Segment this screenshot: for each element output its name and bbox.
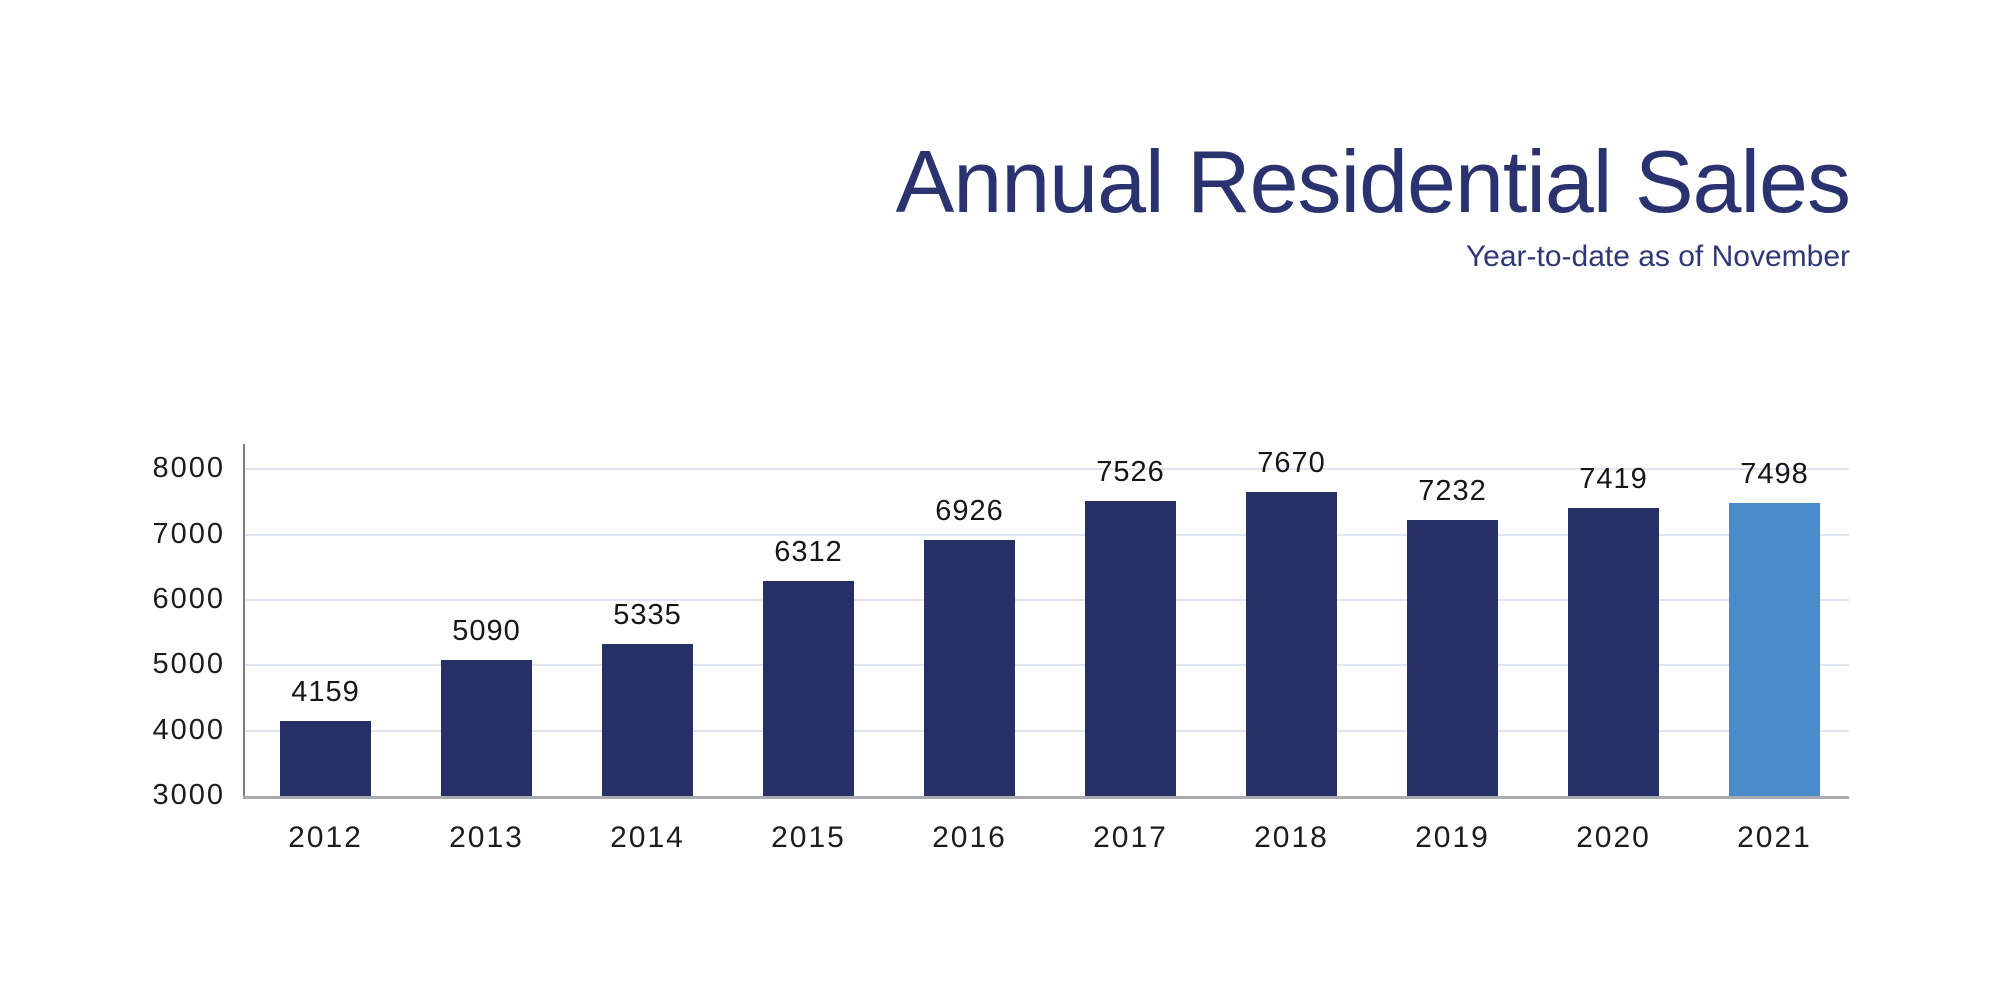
x-tick-label-2012: 2012 xyxy=(288,821,363,854)
bar-value-label-2021: 7498 xyxy=(1740,457,1809,490)
y-tick-label-4000: 4000 xyxy=(152,713,225,746)
bar-2012 xyxy=(280,721,371,797)
y-axis-line xyxy=(243,444,245,797)
bar-value-label-2017: 7526 xyxy=(1096,456,1165,489)
bar-value-label-2012: 4159 xyxy=(291,676,360,709)
gridline-4000 xyxy=(245,729,1849,732)
x-tick-label-2018: 2018 xyxy=(1254,821,1329,854)
x-tick-label-2017: 2017 xyxy=(1093,821,1168,854)
gridline-6000 xyxy=(245,598,1849,601)
chart-title: Annual Residential Sales xyxy=(895,132,1851,231)
bar-value-label-2020: 7419 xyxy=(1579,463,1648,496)
bar-2019 xyxy=(1407,520,1498,797)
gridline-8000 xyxy=(245,468,1849,471)
gridline-7000 xyxy=(245,533,1849,536)
bar-value-label-2016: 6926 xyxy=(935,495,1004,528)
bar-2017 xyxy=(1085,501,1176,797)
bar-value-label-2014: 5335 xyxy=(613,599,682,632)
bar-2014 xyxy=(602,644,693,797)
gridline-5000 xyxy=(245,664,1849,667)
y-tick-label-8000: 8000 xyxy=(152,452,225,485)
bar-2015 xyxy=(763,580,854,797)
bar-2016 xyxy=(924,540,1015,797)
x-axis-line xyxy=(243,796,1849,799)
bar-value-label-2018: 7670 xyxy=(1257,446,1326,479)
chart-subtitle: Year-to-date as of November xyxy=(1465,240,1850,273)
x-tick-label-2020: 2020 xyxy=(1576,821,1651,854)
x-tick-label-2021: 2021 xyxy=(1737,821,1812,854)
bar-chart-plot-area: 3000 4000 5000 6000 7000 8000 4159 2012 5090 2013… xyxy=(152,444,1849,854)
bar-2020 xyxy=(1568,508,1659,797)
y-tick-label-5000: 5000 xyxy=(152,648,225,681)
x-tick-label-2016: 2016 xyxy=(932,821,1007,854)
x-tick-label-2015: 2015 xyxy=(771,821,846,854)
bar-2013 xyxy=(441,660,532,797)
bar-2018 xyxy=(1246,491,1337,797)
x-tick-label-2013: 2013 xyxy=(449,821,524,854)
y-tick-label-3000: 3000 xyxy=(152,779,225,811)
x-tick-label-2019: 2019 xyxy=(1415,821,1490,854)
y-tick-label-6000: 6000 xyxy=(152,582,225,615)
bar-value-label-2015: 6312 xyxy=(774,535,843,568)
chart-header: Annual Residential Sales Year-to-date as… xyxy=(895,132,1851,274)
x-tick-label-2014: 2014 xyxy=(610,821,685,854)
bar-value-label-2019: 7232 xyxy=(1418,475,1487,508)
y-tick-label-7000: 7000 xyxy=(152,517,225,550)
bar-value-label-2013: 5090 xyxy=(452,615,521,648)
bar-2021 xyxy=(1729,502,1820,797)
